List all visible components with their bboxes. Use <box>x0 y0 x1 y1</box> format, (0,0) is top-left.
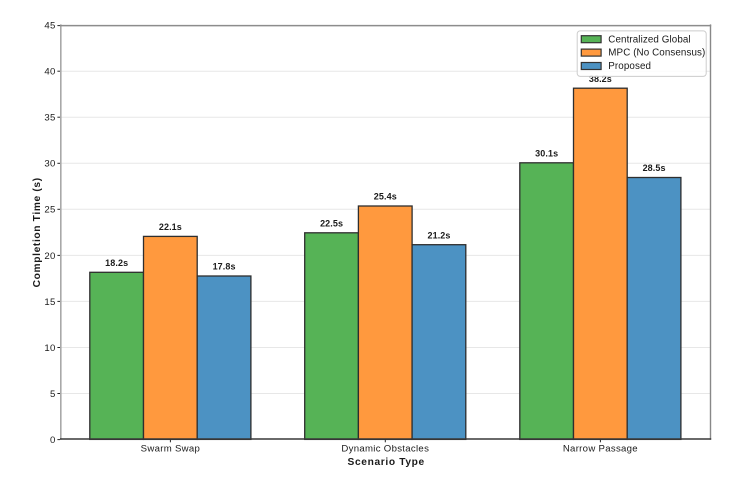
svg-text:40: 40 <box>44 67 55 78</box>
svg-text:28.5s: 28.5s <box>643 163 666 173</box>
svg-text:22.5s: 22.5s <box>320 218 343 228</box>
svg-text:Swarm Swap: Swarm Swap <box>141 443 201 454</box>
svg-text:22.1s: 22.1s <box>159 222 182 232</box>
svg-text:25: 25 <box>44 205 55 216</box>
svg-text:35: 35 <box>44 113 55 124</box>
svg-text:5: 5 <box>50 389 56 400</box>
svg-text:18.2s: 18.2s <box>105 258 128 268</box>
svg-text:Narrow Passage: Narrow Passage <box>563 443 638 454</box>
svg-text:25.4s: 25.4s <box>374 192 397 202</box>
svg-text:45: 45 <box>44 21 55 32</box>
svg-text:Centralized Global: Centralized Global <box>608 34 690 45</box>
svg-text:MPC (No Consensus): MPC (No Consensus) <box>608 48 705 59</box>
svg-text:10: 10 <box>44 343 55 354</box>
svg-text:Scenario Type: Scenario Type <box>348 457 425 468</box>
svg-text:21.2s: 21.2s <box>427 230 450 240</box>
svg-text:Completion Time (s): Completion Time (s) <box>32 177 43 287</box>
svg-text:30: 30 <box>44 159 55 170</box>
svg-text:30.1s: 30.1s <box>535 148 558 158</box>
svg-text:20: 20 <box>44 251 55 262</box>
svg-text:17.8s: 17.8s <box>213 262 236 272</box>
svg-text:15: 15 <box>44 297 55 308</box>
svg-text:Dynamic Obstacles: Dynamic Obstacles <box>341 443 429 454</box>
svg-text:0: 0 <box>50 435 56 446</box>
svg-text:38.2s: 38.2s <box>589 74 612 84</box>
svg-text:Proposed: Proposed <box>608 61 651 72</box>
